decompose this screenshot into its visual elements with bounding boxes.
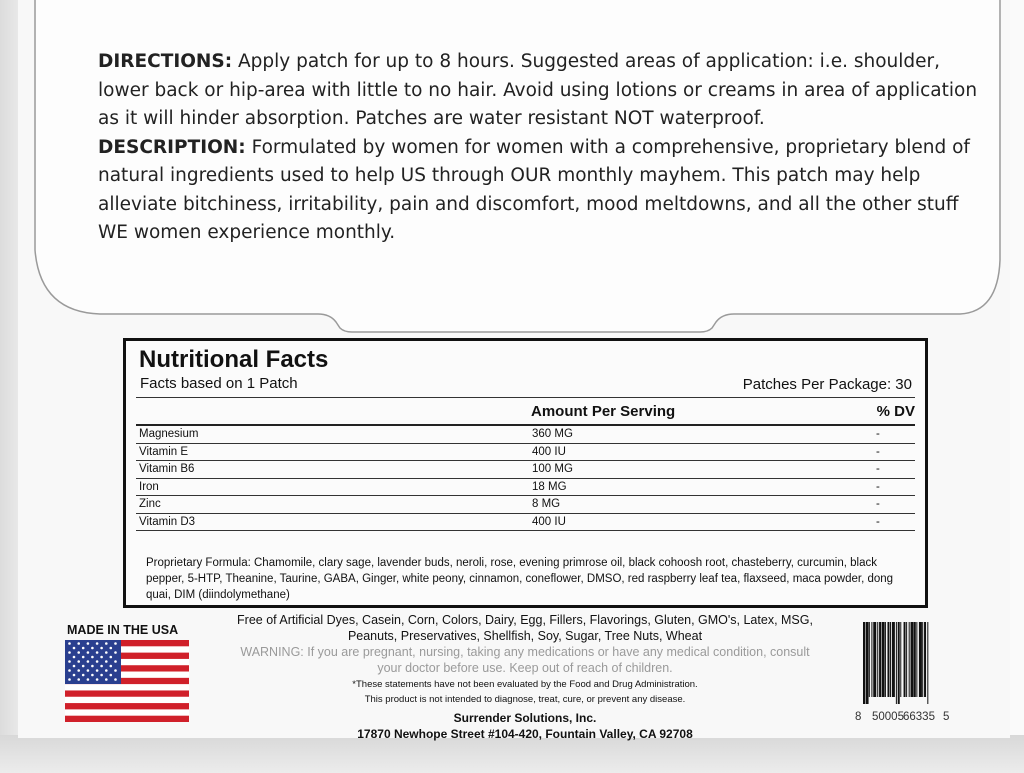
nutrient-dv: - xyxy=(876,498,880,510)
company-name: Surrender Solutions, Inc. xyxy=(453,711,597,725)
barcode-digit: 5 xyxy=(943,711,950,723)
nutrient-name: Magnesium xyxy=(139,428,199,440)
nutrient-dv: - xyxy=(876,445,880,458)
description-label: DESCRIPTION: xyxy=(98,136,246,158)
table-row: Zinc 8 MG - xyxy=(136,496,915,514)
nutrient-name: Zinc xyxy=(139,498,161,510)
nutrient-amount: 400 IU xyxy=(532,515,566,528)
nutrient-name: Vitamin B6 xyxy=(139,463,195,475)
nutrient-name: Vitamin D3 xyxy=(139,515,196,528)
nutrition-table: Magnesium 360 MG - Vitamin E 400 IU - Vitami… xyxy=(136,424,915,531)
nutrient-dv: - xyxy=(876,428,880,440)
nutrient-amount: 360 MG xyxy=(532,428,573,440)
nutrient-amount: 400 IU xyxy=(532,445,566,458)
us-flag-icon xyxy=(65,640,189,722)
made-in-usa-label: MADE IN THE USA xyxy=(67,623,179,637)
nutrient-amount: 8 MG xyxy=(532,498,561,510)
nutrient-name: Vitamin E xyxy=(139,445,189,458)
directions-label: DIRECTIONS: xyxy=(98,51,233,72)
company-address: 17870 Newhope Street #104-420, Fountain … xyxy=(357,727,693,741)
nutrient-amount: 100 MG xyxy=(532,463,573,475)
fda-disclaimer-2: This product is not intended to diagnose… xyxy=(364,694,686,705)
free-of-statement: Free of Artificial Dyes, Casein, Corn, C… xyxy=(237,613,813,643)
nutrition-facts-panel: Nutritional Facts Facts based on 1 Patch… xyxy=(123,338,928,608)
divider xyxy=(136,397,915,398)
table-row: Magnesium 360 MG - xyxy=(136,426,915,444)
barcode-icon xyxy=(863,622,929,704)
nutrient-name: Iron xyxy=(139,480,159,493)
fda-disclaimer-1: *These statements have not been evaluate… xyxy=(352,679,698,690)
table-row: Vitamin B6 100 MG - xyxy=(136,461,915,479)
directions-text-block: DIRECTIONS: Apply patch for up to 8 hour… xyxy=(98,48,978,248)
nutrient-dv: - xyxy=(876,515,880,528)
directions-text: Apply patch for up to 8 hours. Suggested… xyxy=(98,51,978,129)
table-row: Vitamin E 400 IU - xyxy=(136,444,915,461)
nutrient-dv: - xyxy=(876,463,880,475)
package-flap-outline xyxy=(34,0,1001,333)
amount-header: Amount Per Serving xyxy=(531,403,676,420)
barcode-digits: 50005 xyxy=(872,711,904,723)
description-text: Formulated by women for women with a com… xyxy=(98,136,970,244)
nutrition-basis: Facts based on 1 Patch xyxy=(140,375,298,392)
label-footer: Free of Artificial Dyes, Casein, Corn, C… xyxy=(230,612,820,742)
barcode-digit: 8 xyxy=(855,711,862,723)
table-row: Iron 18 MG - xyxy=(136,479,915,496)
nutrient-dv: - xyxy=(876,480,880,493)
dv-header: % DV xyxy=(876,403,915,420)
proprietary-formula: Proprietary Formula: Chamomile, clary sa… xyxy=(146,557,894,601)
warning-statement: WARNING: If you are pregnant, nursing, t… xyxy=(240,645,810,675)
table-row: Vitamin D3 400 IU - xyxy=(136,514,915,531)
nutrient-amount: 18 MG xyxy=(532,480,567,493)
patches-per-package: Patches Per Package: 30 xyxy=(742,376,912,393)
package-shadow-bottom xyxy=(0,735,1024,773)
barcode-digits: 66335 xyxy=(903,711,935,723)
nutrition-title: Nutritional Facts xyxy=(139,346,329,373)
